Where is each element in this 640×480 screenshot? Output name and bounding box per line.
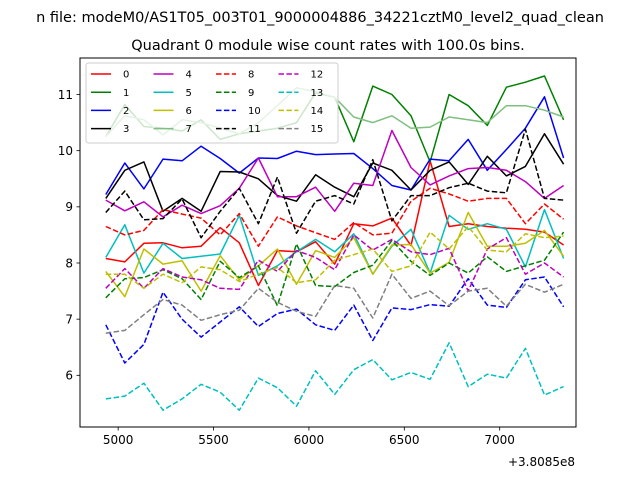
y-tick-label: 6 [65, 369, 73, 383]
legend-box [85, 62, 339, 144]
legend-label-12: 12 [311, 70, 324, 81]
y-tick-label: 10 [58, 144, 73, 158]
figure-suptitle: n file: modeM0/AS1T05_003T01_9000004886_… [36, 10, 604, 26]
legend-label-2: 2 [123, 106, 129, 117]
legend-label-13: 13 [311, 88, 324, 99]
series-line-8 [105, 187, 565, 247]
x-tick-label: 7000 [484, 433, 515, 447]
series-line-11 [105, 128, 564, 239]
legend-label-7: 7 [186, 124, 192, 135]
series-line-15 [105, 273, 564, 334]
series-line-6 [105, 211, 565, 298]
axes-frame [79, 57, 577, 428]
series-line-0 [105, 160, 565, 287]
legend-label-1: 1 [123, 88, 129, 99]
y-axis-ticks: 6 7 8 9 10 11 [58, 88, 80, 383]
series-line-14 [105, 225, 564, 290]
legend-label-11: 11 [248, 124, 261, 135]
legend-label-10: 10 [248, 106, 261, 117]
legend-label-9: 9 [248, 88, 254, 99]
x-axis-ticks: 5000 5500 6000 6500 7000 [103, 427, 515, 447]
legend-label-3: 3 [123, 124, 129, 135]
series-line-4 [105, 129, 565, 218]
legend-label-5: 5 [186, 88, 192, 99]
series-line-2 [105, 96, 565, 195]
chart-title: Quadrant 0 module wise count rates with … [131, 38, 525, 54]
series-line-10 [105, 276, 565, 364]
series-line-3 [105, 133, 565, 213]
legend-label-8: 8 [248, 70, 254, 81]
x-tick-label: 6000 [294, 433, 325, 447]
legend-label-6: 6 [186, 106, 192, 117]
x-tick-label: 5500 [198, 433, 229, 447]
y-tick-label: 8 [65, 256, 73, 270]
x-axis-offset-label: +3.8085e8 [508, 455, 575, 469]
y-tick-label: 7 [65, 312, 73, 326]
legend-label-0: 0 [123, 70, 129, 81]
legend-label-14: 14 [311, 106, 324, 117]
series-line-13 [105, 342, 564, 411]
legend-label-15: 15 [311, 124, 324, 135]
y-tick-label: 9 [65, 200, 73, 214]
legend-label-4: 4 [186, 70, 192, 81]
series-line-5 [105, 208, 565, 277]
x-tick-label: 6500 [389, 433, 420, 447]
x-tick-label: 5000 [103, 433, 134, 447]
y-tick-label: 11 [58, 88, 73, 102]
